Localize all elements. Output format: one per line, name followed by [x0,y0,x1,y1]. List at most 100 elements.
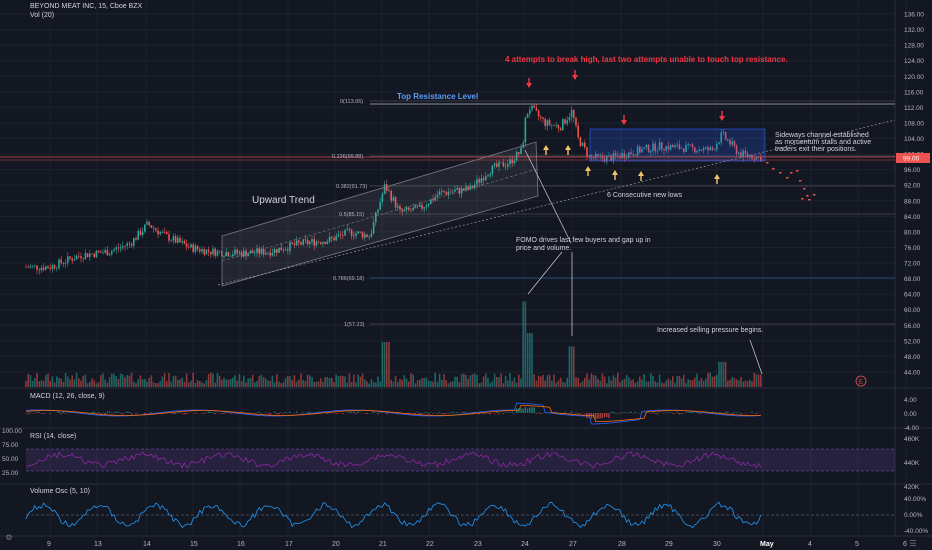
candle-body [306,240,309,244]
candle-body [531,105,533,110]
volume-bar [324,377,326,387]
fib-level-label: 0.236(99.88) [332,154,363,160]
price-axis-label: 84.00 [904,214,921,221]
candle-body [348,228,351,230]
candle-body [86,253,89,258]
macd-histogram-bar [432,413,434,414]
volume-bar [507,380,509,387]
sideways-channel-box[interactable] [589,128,766,162]
volume-bar [295,381,298,387]
time-axis-label: 13 [94,541,102,548]
volume-legend[interactable]: Vol (20) [30,12,55,19]
macd-histogram-bar [416,411,419,413]
candle-body [111,251,113,255]
volume-osc-axis-label: 0.00% [904,512,923,519]
volume-bar [592,375,595,387]
macd-histogram-bar [498,413,500,415]
volume-bar [685,383,687,387]
rsi-legend[interactable]: RSI (14, close) [30,433,77,440]
volume-bar [533,374,535,387]
candle-body [423,207,425,209]
rsi-right-axis-label: 440K [904,460,920,467]
macd-histogram-bar [100,413,102,414]
projection-mark [806,195,809,197]
macd-histogram-bar [482,413,485,415]
volume-bar [566,377,568,387]
candle-body [458,187,461,194]
candle-body [293,243,296,245]
volume-bar [53,382,56,387]
tradingview-logo-icon[interactable]: ☰ [909,539,917,548]
time-axis-label: 20 [332,541,340,548]
volume-bar [62,381,65,387]
candle-body [573,110,575,119]
macd-histogram-bar [456,411,458,413]
volume-bar [509,373,511,387]
candle-body [34,265,36,267]
candle-body [621,153,623,159]
gear-icon[interactable]: ⚙ [5,533,13,542]
candle-body [339,234,342,236]
candle-body [128,243,131,244]
candle-body [625,157,628,159]
candle-body [676,144,678,146]
candle-body [522,142,524,148]
volume-bar [658,374,661,387]
volume-bar [454,376,456,387]
volume-bar [689,380,692,387]
volume-bar [568,346,571,387]
volume-bar [502,383,505,387]
macd-histogram-bar [203,413,205,414]
macd-histogram-bar [276,413,278,415]
macd-histogram-bar [548,412,551,413]
volume-bar [188,382,190,387]
volume-bar [559,377,562,387]
candle-body [326,241,329,244]
macd-histogram-bar [608,413,610,418]
rsi-band [26,449,895,471]
volume-bar [740,377,742,387]
volume-bar [89,381,91,387]
candle-body [80,256,82,259]
macd-histogram-bar [751,411,753,413]
volume-bar [548,374,551,387]
volume-bar [390,379,392,387]
macd-histogram-bar [113,412,115,413]
macd-histogram-bar [685,412,687,413]
candle-body [614,152,617,156]
time-axis-label: 4 [808,541,812,548]
red-down-arrow-icon [572,75,578,80]
red-down-arrow-icon [621,120,627,125]
candle-body [449,191,452,193]
macd-histogram-bar [522,408,524,413]
volume-bar [735,379,738,387]
yellow-up-arrow-icon [612,170,618,175]
candle-body [419,204,421,207]
candle-body [262,248,265,255]
candle-body [735,145,738,154]
volume-bar [196,380,199,387]
macd-histogram-bar [425,411,428,413]
volume-osc-legend[interactable]: Volume Osc (5, 10) [30,488,90,495]
candle-body [82,258,84,259]
macd-histogram-bar [480,411,483,413]
macd-histogram-bar [106,411,109,413]
candle-body [75,255,78,260]
symbol-title[interactable]: BEYOND MEAT INC, 15, Cboe BZX [30,3,143,10]
candle-body [309,241,311,244]
candle-body [562,119,564,131]
volume-bar [265,378,267,387]
volume-bar [56,376,58,387]
volume-bar [267,380,269,387]
volume-bar [337,376,340,387]
macd-legend[interactable]: MACD (12, 26, close, 9) [30,393,105,400]
macd-histogram-bar [487,413,489,414]
macd-histogram-bar [658,412,661,413]
candle-body [174,236,177,243]
earnings-badge-icon[interactable] [855,375,867,387]
candle-body [705,147,707,149]
macd-histogram-bar [740,413,742,414]
annotation-sideways: Sideways channel established [775,132,869,139]
candle-body [148,221,150,226]
